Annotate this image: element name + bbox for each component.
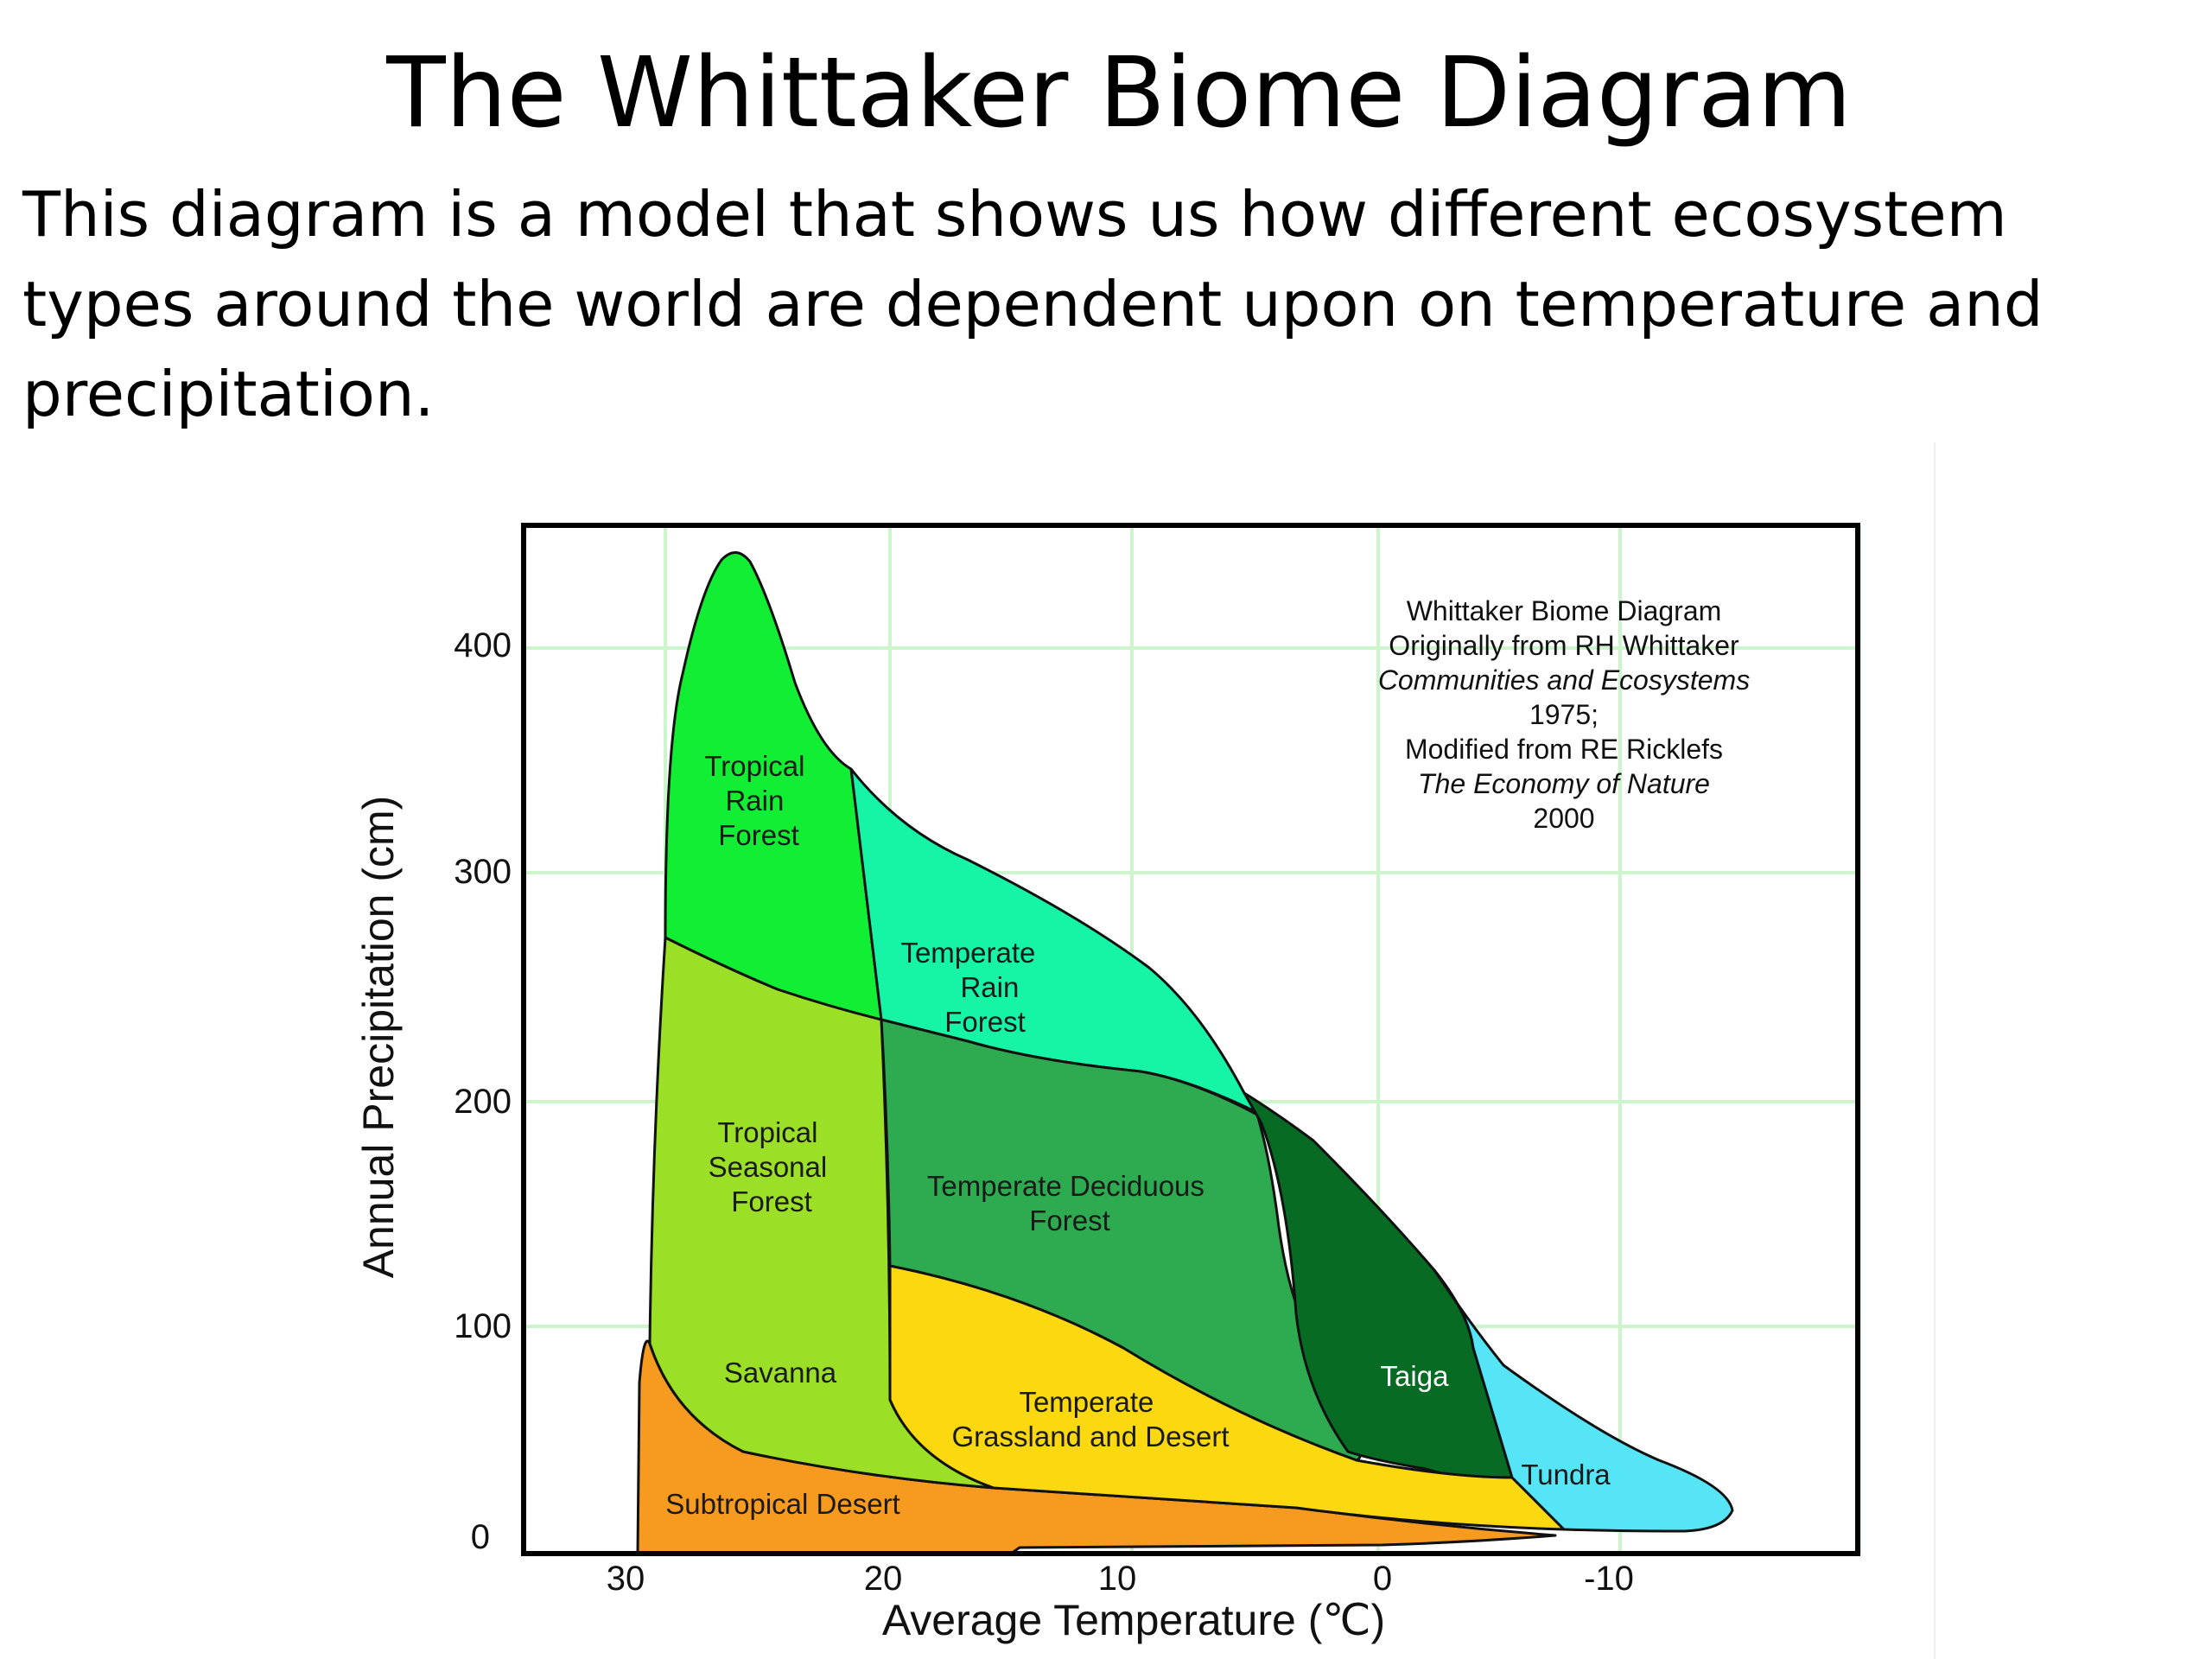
label-tundra: Tundra [1521,1459,1611,1491]
x-tick-label: 20 [864,1560,903,1598]
label-temperate-deciduous-forest: Temperate Deciduous Forest [927,1170,1212,1236]
y-tick-label: 0 [471,1518,490,1556]
label-subtropical-desert: Subtropical Desert [665,1488,899,1520]
right-edge-rule [1934,442,1936,1659]
y-tick-label: 100 [454,1307,512,1345]
label-temperate-grassland-desert: Temperate Grassland and Desert [952,1386,1230,1452]
credit-block: Whittaker Biome Diagram Originally from R… [1378,595,1750,834]
region-tropical-rain-forest [664,551,883,1021]
plot-frame [521,523,1860,1556]
x-tick-label: 0 [1373,1560,1392,1598]
x-axis: 30 20 10 0 -10 Average Temperature (℃) [607,1560,1634,1644]
y-tick-label: 400 [454,626,512,664]
y-axis-title: Annual Precipitation (cm) [354,796,403,1279]
slide-title: The Whittaker Biome Diagram [386,37,1852,149]
x-tick-label: -10 [1584,1560,1634,1598]
x-tick-label: 30 [607,1560,645,1598]
label-tropical-seasonal-forest: Tropical Seasonal Forest [709,1116,836,1217]
y-tick-label: 300 [454,853,512,891]
y-tick-label: 200 [454,1083,512,1121]
y-axis: 400 300 200 100 0 Annual Precipitation (… [354,626,512,1556]
region-tundra [1433,1268,1734,1533]
credit-line: 1975; [1529,699,1599,730]
credit-line: Originally from RH Whittaker [1389,630,1739,661]
biome-labels: Tropical Rain Forest Temperate Rain Fore… [665,750,1611,1520]
credit-line: Communities and Ecosystems [1378,664,1750,696]
x-axis-title: Average Temperature (℃) [882,1596,1385,1644]
credit-line: Whittaker Biome Diagram [1407,595,1722,626]
label-taiga: Taiga [1381,1360,1450,1392]
credit-line: 2000 [1533,803,1594,834]
label-tropical-rain-forest: Tropical Rain Forest [704,750,812,851]
label-temperate-rain-forest: Temperate Rain Forest [900,937,1043,1038]
region-temperate-grassland-desert [888,1264,1566,1531]
credit-line: The Economy of Nature [1418,768,1710,799]
x-tick-label: 10 [1098,1560,1137,1598]
slide-description: This diagram is a model that shows us ho… [22,178,2044,430]
label-savanna: Savanna [724,1357,837,1389]
credit-line: Modified from RE Ricklefs [1405,734,1723,765]
